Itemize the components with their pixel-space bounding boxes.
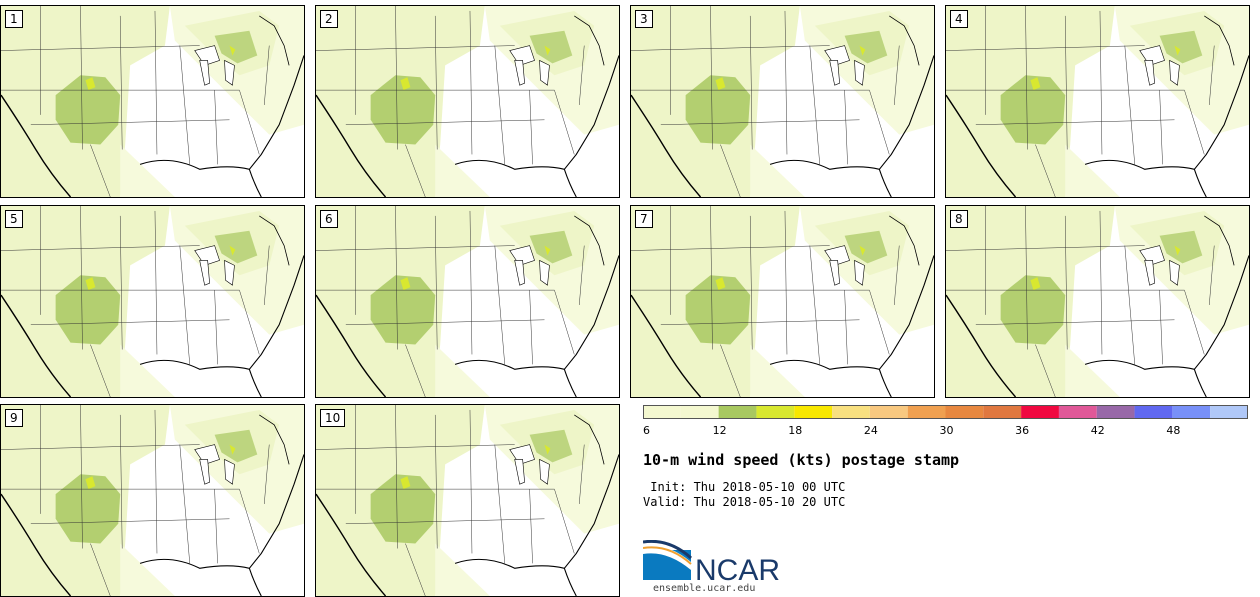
- colorbar-tick-label: 24: [863, 424, 878, 437]
- colorbar-segment: [1096, 405, 1135, 419]
- colorbar-tick-label: 6: [643, 424, 650, 437]
- colorbar-tick-label: 18: [788, 424, 803, 437]
- map-panel-6: 6: [315, 205, 620, 398]
- map-panel-3: 3: [630, 5, 935, 198]
- wind-speed-colorbar: [643, 405, 1248, 419]
- colorbar-segment: [643, 405, 681, 419]
- colorbar-tick-labels: 6 12 18 24 30 36 42 48: [643, 424, 1248, 438]
- colorbar-tick-label: 36: [1015, 424, 1030, 437]
- map-panel-9: 9: [0, 404, 305, 597]
- colorbar-segment: [1172, 405, 1211, 419]
- colorbar-segment: [756, 405, 795, 419]
- colorbar-segment: [907, 405, 946, 419]
- colorbar-segment: [1134, 405, 1173, 419]
- colorbar-segment: [1021, 405, 1059, 419]
- valid-time: Valid: Thu 2018-05-10 20 UTC: [643, 495, 846, 509]
- map-panel-7: 7: [630, 205, 935, 398]
- colorbar-segment: [718, 405, 757, 419]
- map-panel-5: 5: [0, 205, 305, 398]
- chart-title: 10-m wind speed (kts) postage stamp: [643, 451, 960, 469]
- map-panel-4: 4: [945, 5, 1250, 198]
- colorbar-tick-label: 30: [939, 424, 954, 437]
- colorbar-segment: [983, 405, 1022, 419]
- colorbar-segment: [794, 405, 833, 419]
- website-url: ensemble.ucar.edu: [653, 583, 756, 594]
- colorbar-segment: [680, 405, 719, 419]
- colorbar-tick-label: 48: [1166, 424, 1181, 437]
- map-panel-8: 8: [945, 205, 1250, 398]
- member-number-label: 2: [320, 10, 338, 28]
- ncar-logo: NCAR: [643, 540, 780, 584]
- init-time: Init: Thu 2018-05-10 00 UTC: [643, 480, 846, 494]
- colorbar-tick-label: 42: [1090, 424, 1105, 437]
- map-panel-10: 10: [315, 404, 620, 597]
- colorbar-segment: [869, 405, 908, 419]
- map-panel-1: 1: [0, 5, 305, 198]
- colorbar-segment: [1058, 405, 1097, 419]
- colorbar-tick-label: 12: [712, 424, 727, 437]
- map-panel-2: 2: [315, 5, 620, 198]
- member-number-label: 7: [635, 210, 653, 228]
- colorbar-segment: [945, 405, 984, 419]
- member-number-label: 5: [5, 210, 23, 228]
- member-number-label: 1: [5, 10, 23, 28]
- member-number-label: 9: [5, 409, 23, 427]
- logo-text: NCAR: [695, 554, 780, 584]
- member-number-label: 3: [635, 10, 653, 28]
- colorbar-segment: [832, 405, 870, 419]
- colorbar-border: [643, 405, 1248, 419]
- member-number-label: 6: [320, 210, 338, 228]
- member-number-label: 8: [950, 210, 968, 228]
- member-number-label: 10: [320, 409, 346, 427]
- member-number-label: 4: [950, 10, 968, 28]
- colorbar-segment: [1210, 405, 1248, 419]
